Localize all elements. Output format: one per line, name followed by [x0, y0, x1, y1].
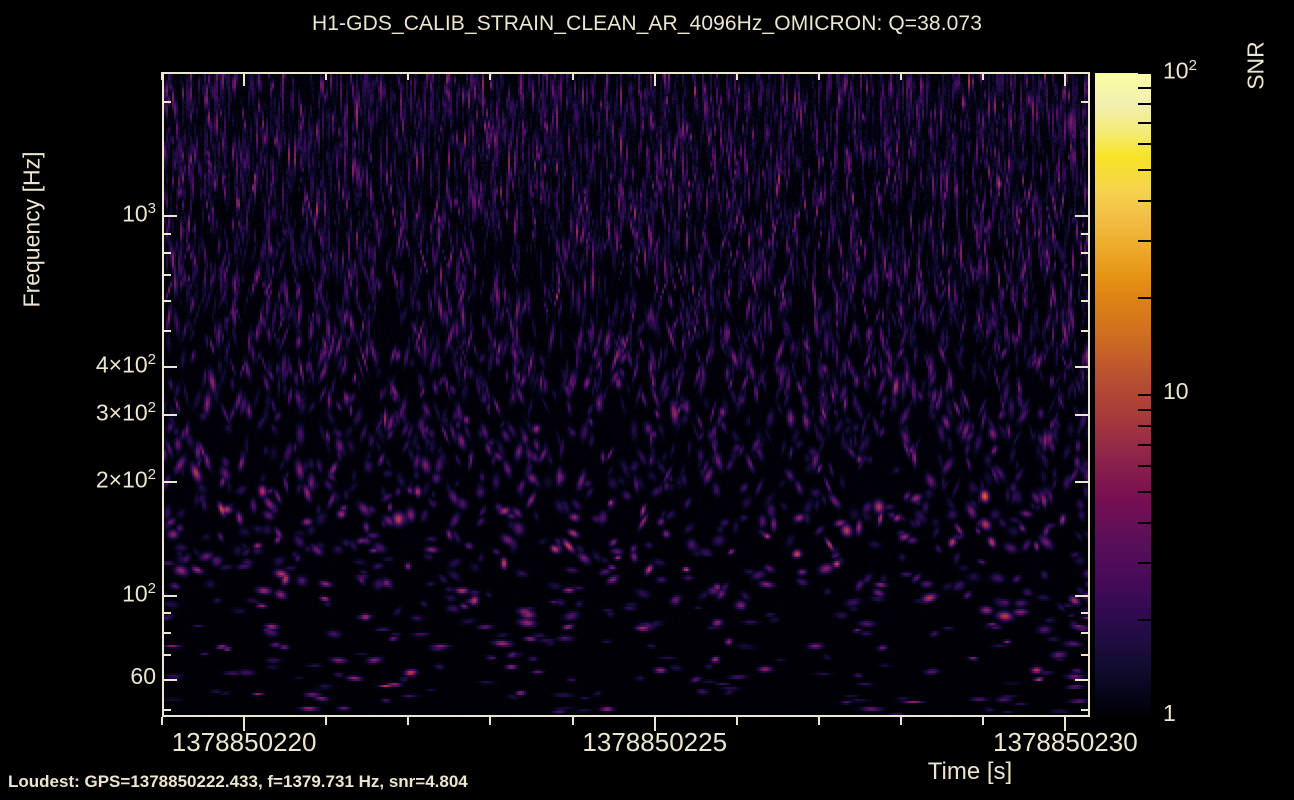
x-axis-tick-top — [489, 72, 492, 80]
y-axis-tick-label: 3×102 — [95, 398, 156, 426]
x-axis-tick-top — [161, 72, 163, 80]
y-axis-major-tick-right — [1075, 679, 1090, 682]
y-axis-minor-tick — [162, 252, 171, 255]
colorbar-tick — [1138, 200, 1151, 203]
x-axis-tick-top — [900, 72, 903, 80]
x-axis-major-tick — [653, 717, 656, 731]
y-axis-minor-tick — [162, 101, 171, 104]
colorbar-tick — [1138, 490, 1151, 493]
x-axis-tick-top — [982, 72, 985, 80]
x-axis-tick-top — [407, 72, 410, 80]
y-axis-major-tick — [162, 366, 177, 369]
x-axis-minor-tick — [982, 717, 985, 725]
colorbar-tick — [1138, 408, 1151, 411]
colorbar-tick — [1138, 522, 1151, 525]
x-axis-tick-top — [243, 72, 246, 86]
colorbar-tick — [1138, 562, 1151, 565]
y-axis-minor-tick-right — [1081, 232, 1090, 235]
y-axis-major-tick-right — [1075, 366, 1090, 369]
x-axis-tick-top — [653, 72, 656, 86]
y-axis-minor-tick-right — [1081, 612, 1090, 615]
y-axis-minor-tick-right — [1081, 709, 1090, 712]
y-axis-minor-tick-right — [1081, 299, 1090, 302]
y-axis-tick-label: 4×102 — [95, 351, 156, 379]
x-axis-minor-tick — [407, 717, 410, 725]
x-axis-tick-label: 1378850225 — [582, 727, 728, 757]
x-axis-tick-label: 1378850220 — [171, 727, 317, 757]
x-axis-minor-tick — [817, 717, 820, 725]
loudest-event-status: Loudest: GPS=1378850222.433, f=1379.731 … — [8, 772, 468, 791]
x-axis-major-tick — [243, 717, 246, 731]
y-axis-title: Frequency [Hz] — [18, 151, 45, 308]
colorbar-tick — [1138, 86, 1151, 89]
y-axis-minor-tick — [162, 329, 171, 332]
x-axis-minor-tick — [571, 717, 574, 725]
y-axis-tick-label: 60 — [130, 663, 156, 690]
y-axis-minor-tick-right — [1081, 101, 1090, 104]
colorbar-tick — [1138, 240, 1151, 243]
x-axis-minor-tick — [900, 717, 903, 725]
y-axis-minor-tick — [162, 299, 171, 302]
y-axis-tick-label: 102 — [122, 579, 156, 607]
y-axis-major-tick-right — [1075, 480, 1090, 483]
colorbar-tick — [1138, 168, 1151, 171]
y-axis-major-tick-right — [1075, 594, 1090, 597]
colorbar-tick — [1138, 143, 1151, 146]
y-axis-tick-label: 2×102 — [95, 465, 156, 493]
colorbar-tick — [1138, 121, 1151, 124]
x-axis-minor-tick — [735, 717, 738, 725]
y-axis-minor-tick — [162, 612, 171, 615]
colorbar-tick — [1138, 72, 1151, 74]
y-axis-major-tick — [162, 480, 177, 483]
y-axis-major-tick — [162, 679, 177, 682]
x-axis-minor-tick — [325, 717, 328, 725]
spectrogram-plot-area — [162, 72, 1090, 717]
y-axis-minor-tick — [162, 274, 171, 277]
colorbar-tick-label: 102 — [1163, 57, 1197, 84]
colorbar-tick — [1138, 425, 1151, 428]
colorbar-tick — [1138, 297, 1151, 300]
y-axis-minor-tick — [162, 631, 171, 634]
colorbar-tick — [1138, 103, 1151, 106]
page-title: H1-GDS_CALIB_STRAIN_CLEAN_AR_4096Hz_OMIC… — [312, 12, 982, 35]
y-axis-minor-tick-right — [1081, 329, 1090, 332]
spectrogram-image — [162, 72, 1090, 717]
x-axis-tick-label: 1378850230 — [993, 727, 1138, 757]
y-axis-minor-tick — [162, 232, 171, 235]
y-axis-major-tick-right — [1075, 215, 1090, 218]
y-axis-minor-tick-right — [1081, 252, 1090, 255]
y-axis-major-tick — [162, 594, 177, 597]
colorbar-tick — [1138, 394, 1151, 396]
x-axis-tick-top — [571, 72, 574, 80]
x-axis-tick-top — [735, 72, 738, 80]
colorbar-tick — [1138, 716, 1151, 718]
colorbar-tick-label: 10 — [1163, 378, 1189, 404]
colorbar-tick — [1138, 619, 1151, 622]
y-axis-major-tick — [162, 215, 177, 218]
y-axis-major-tick — [162, 413, 177, 416]
x-axis-tick-top — [817, 72, 820, 80]
y-axis-minor-tick — [162, 709, 171, 712]
x-axis-major-tick — [1064, 717, 1067, 731]
colorbar-tick-label: 1 — [1163, 700, 1176, 726]
y-axis-minor-tick-right — [1081, 274, 1090, 277]
y-axis-minor-tick — [162, 653, 171, 656]
colorbar-tick — [1138, 465, 1151, 468]
y-axis-minor-tick-right — [1081, 653, 1090, 656]
colorbar-tick — [1138, 443, 1151, 446]
x-axis-minor-tick — [161, 717, 163, 725]
x-axis-minor-tick — [489, 717, 492, 725]
x-axis-title: Time [s] — [927, 758, 1013, 785]
x-axis-tick-top — [1064, 72, 1067, 86]
x-axis-tick-top — [325, 72, 328, 80]
colorbar-title: SNR — [1242, 41, 1269, 90]
y-axis-major-tick-right — [1075, 413, 1090, 416]
y-axis-minor-tick-right — [1081, 631, 1090, 634]
y-axis-tick-label: 103 — [122, 200, 156, 227]
